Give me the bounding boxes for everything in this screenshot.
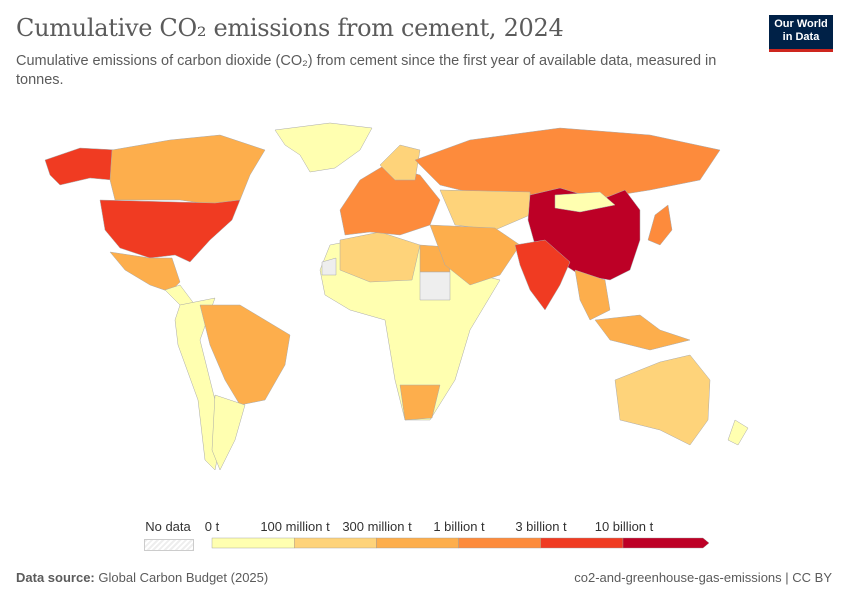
- legend-no-data-label: No data: [145, 519, 191, 534]
- source-label: Data source:: [16, 570, 95, 585]
- region-new-zealand[interactable]: [727, 419, 749, 446]
- region-mexico[interactable]: [109, 251, 181, 293]
- region-europe[interactable]: [339, 164, 441, 236]
- footer-right[interactable]: co2-and-greenhouse-gas-emissions | CC BY: [574, 570, 832, 585]
- region-alaska[interactable]: [44, 147, 119, 186]
- legend-no-data-swatch: [144, 539, 194, 551]
- legend-bin-3[interactable]: [458, 537, 542, 549]
- legend-bin-2[interactable]: [376, 537, 459, 549]
- region-canada[interactable]: [109, 134, 266, 206]
- region-russia[interactable]: [414, 127, 721, 199]
- legend-tick-4: 3 billion t: [515, 519, 567, 534]
- region-middle-east[interactable]: [429, 224, 521, 286]
- region-india[interactable]: [514, 239, 571, 311]
- region-sudan-nodata[interactable]: [419, 271, 451, 301]
- legend-bin-4[interactable]: [540, 537, 624, 549]
- region-southeast-asia[interactable]: [574, 269, 611, 321]
- data-source: Data source: Global Carbon Budget (2025): [16, 570, 268, 585]
- region-australia[interactable]: [614, 354, 711, 446]
- legend-tick-5: 10 billion t: [594, 519, 654, 534]
- legend-tick-0: 0 t: [204, 519, 220, 534]
- world-map: [44, 122, 749, 471]
- region-western-sahara-nodata[interactable]: [321, 257, 337, 276]
- region-greenland[interactable]: [274, 122, 373, 173]
- region-brazil[interactable]: [199, 304, 291, 406]
- region-mongolia[interactable]: [554, 191, 616, 213]
- subtitle: Cumulative emissions of carbon dioxide (…: [16, 53, 717, 88]
- legend-color-bar: [211, 537, 710, 549]
- legend-tick-2: 300 million t: [342, 519, 412, 534]
- region-south-africa[interactable]: [399, 384, 441, 421]
- page-title: Cumulative CO₂ emissions from cement, 20…: [16, 14, 564, 42]
- region-indonesia[interactable]: [594, 314, 691, 351]
- region-central-asia[interactable]: [439, 189, 531, 231]
- legend-tick-1: 100 million t: [260, 519, 330, 534]
- region-north-africa[interactable]: [339, 231, 421, 283]
- region-japan[interactable]: [647, 204, 673, 246]
- legend-bin-5[interactable]: [622, 537, 710, 549]
- owid-logo[interactable]: Our World in Data: [769, 15, 833, 52]
- source-link[interactable]: Global Carbon Budget (2025): [98, 570, 269, 585]
- region-scandinavia[interactable]: [379, 144, 421, 181]
- region-argentina[interactable]: [211, 394, 246, 471]
- region-usa[interactable]: [99, 199, 241, 263]
- legend-bin-1[interactable]: [293, 537, 377, 549]
- legend-tick-3: 1 billion t: [433, 519, 485, 534]
- legend-bin-0[interactable]: [211, 537, 295, 549]
